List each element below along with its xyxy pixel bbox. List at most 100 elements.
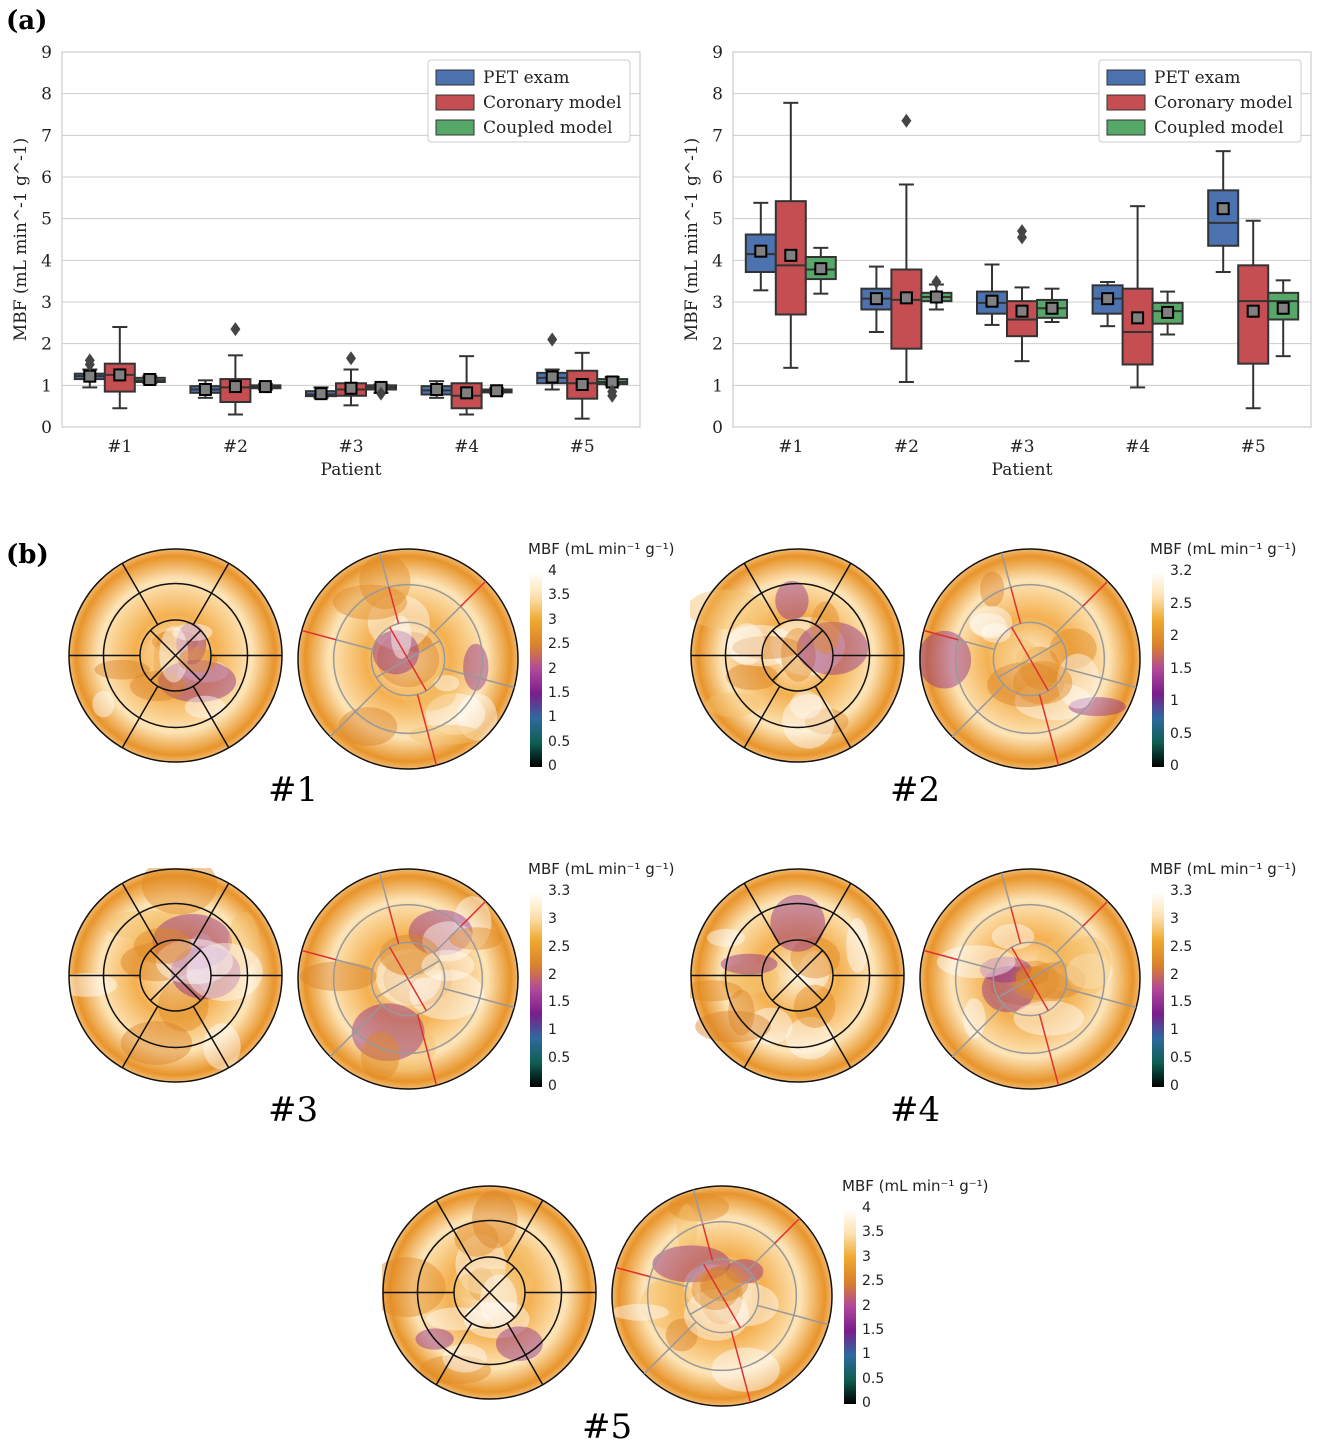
box-pet-exam <box>744 201 777 292</box>
box-coronary-model <box>774 101 807 369</box>
colorbar-tick-label: 0 <box>548 758 557 774</box>
colorbar-tick-label: 2 <box>548 966 557 983</box>
x-tick-label: #1 <box>107 437 132 457</box>
mean-marker <box>258 380 272 394</box>
blotch <box>364 1022 436 1073</box>
blotch <box>799 950 830 991</box>
segment-line <box>210 882 230 914</box>
x-tick-label: #5 <box>570 437 595 457</box>
y-tick-label: 7 <box>712 126 723 146</box>
box-coronary-model <box>335 351 367 407</box>
segment-line <box>335 639 373 651</box>
segment-line <box>433 605 462 634</box>
segment-line <box>329 1031 356 1058</box>
bullseye-pet-map <box>690 868 905 1083</box>
boxplot-chart-1: 0 1 2 3 4 5 6 7 8 9 #1 #2 #3 #4 #5 Patient MBF (mL min^-… <box>11 43 641 480</box>
boxplot-chart-2: 0 1 2 3 4 5 6 7 8 9 #1 #2 #3 #4 #5 Patient MBF (mL min^-… <box>682 43 1312 480</box>
blotch <box>182 660 229 683</box>
panel-label-b: (b) <box>6 540 49 570</box>
segment-line <box>301 949 337 961</box>
colorbar-tick-label: 3.5 <box>862 1224 885 1241</box>
segment-line <box>378 552 390 588</box>
bullseye-model-map <box>919 548 1141 770</box>
segment-line <box>649 1276 687 1288</box>
y-tick-label: 9 <box>41 43 52 63</box>
segment-line <box>730 1331 742 1369</box>
x-tick-label: #2 <box>894 437 919 457</box>
segment-line <box>976 1004 1005 1033</box>
segment-line <box>1065 987 1103 999</box>
legend-frame <box>1098 59 1302 143</box>
blotch <box>228 911 260 970</box>
blotch <box>158 660 237 703</box>
y-tick-label: 6 <box>41 168 52 188</box>
blotch <box>1049 628 1097 669</box>
blotch <box>155 938 234 985</box>
segment-line <box>832 562 852 594</box>
outlier-marker <box>230 322 241 337</box>
mean-marker <box>784 248 798 262</box>
box-coupled-model <box>133 373 166 386</box>
segment-line <box>121 562 141 594</box>
mean-marker <box>929 290 943 304</box>
segment-line <box>1000 872 1012 908</box>
segment-line <box>832 1037 852 1069</box>
x-tick-label: #3 <box>1009 437 1034 457</box>
x-tick-label: #4 <box>1125 437 1150 457</box>
segment-line <box>771 949 799 977</box>
box-coupled-model <box>1151 290 1184 336</box>
blotch <box>433 674 460 692</box>
colorbar-tick-label: 2 <box>1170 628 1179 644</box>
colorbar-title: MBF (mL min⁻¹ g⁻¹) <box>528 540 675 558</box>
box-coronary-model <box>1237 219 1270 410</box>
y-tick-label: 2 <box>41 335 52 355</box>
blotch <box>1066 953 1113 989</box>
segment-line <box>743 1037 763 1069</box>
blotch <box>453 896 492 950</box>
box-coupled-model <box>1267 279 1300 358</box>
y-tick-label: 8 <box>712 85 723 105</box>
box-pet-exam <box>305 386 337 401</box>
colorbar-tick-label: 1 <box>548 1022 557 1039</box>
colorbar-tick-label: 4 <box>862 1200 871 1216</box>
segment-line <box>149 974 177 1002</box>
ring <box>954 583 1106 735</box>
segment-line <box>335 959 373 971</box>
colorbar-tick-label: 2.5 <box>1170 595 1193 612</box>
segment-line <box>443 667 481 679</box>
y-tick-label: 0 <box>712 418 723 438</box>
blotch <box>683 1264 740 1309</box>
segment-line <box>702 1223 714 1261</box>
blotch <box>1015 966 1049 985</box>
y-tick-label: 8 <box>41 85 52 105</box>
segment-line <box>771 974 799 1002</box>
legend-swatch <box>435 69 475 86</box>
ring <box>684 1258 760 1334</box>
segment-line <box>1101 677 1137 689</box>
colorbar-tick-label: 3.2 <box>1170 563 1193 579</box>
y-tick-label: 0 <box>41 418 52 438</box>
segment-line <box>951 1031 978 1058</box>
segment-line <box>796 949 824 977</box>
segment-line <box>416 694 428 732</box>
segment-line <box>760 912 781 946</box>
plot-frame <box>732 51 1312 428</box>
box-coronary-model <box>450 355 483 416</box>
colorbar-tick-label: 1.5 <box>548 994 571 1011</box>
segment-line <box>138 912 159 946</box>
blotch <box>382 1257 446 1318</box>
segment-line <box>760 1005 781 1039</box>
segment-line <box>796 974 824 1002</box>
segment-line <box>1065 667 1103 679</box>
box-coronary-model <box>566 351 599 420</box>
segment-line <box>378 872 390 908</box>
mean-marker <box>228 380 242 394</box>
blotch <box>376 949 442 1006</box>
mean-marker <box>869 292 883 306</box>
colorbar-tick-label: 3 <box>1170 910 1179 927</box>
segment-line <box>923 949 959 961</box>
colorbar <box>530 572 542 767</box>
bullseye-panel: MBF (mL min⁻¹ g⁻¹) 3.3 3 2.5 2 1.5 1 0.5 0 #3 <box>68 860 688 1138</box>
segment-line <box>433 925 462 954</box>
blotch <box>421 949 475 981</box>
